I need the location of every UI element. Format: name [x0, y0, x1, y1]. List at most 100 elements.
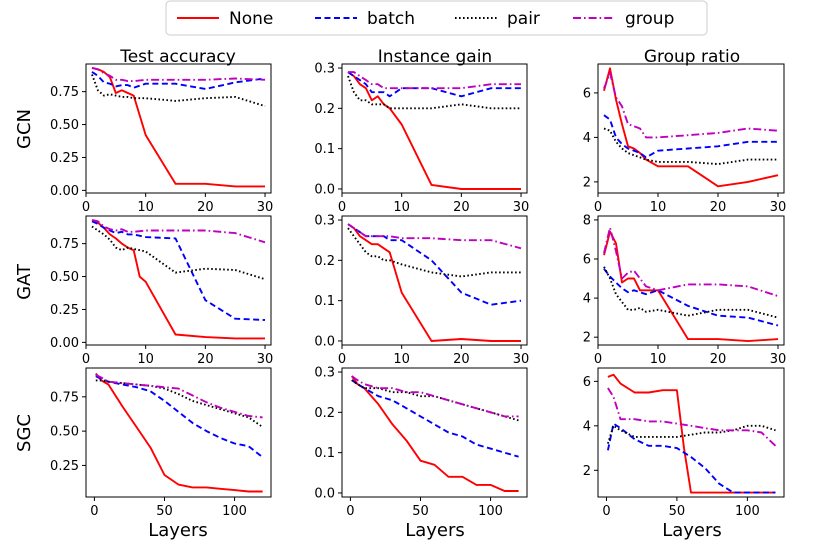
- series-line-batch: [603, 268, 779, 327]
- x-tick-label: 20: [453, 200, 470, 215]
- series-line-group: [351, 375, 519, 418]
- series-line-batch: [351, 379, 519, 458]
- xlabel-col-2: Layers: [405, 520, 465, 541]
- y-tick-label: 0.00: [50, 184, 79, 199]
- series-line-pair: [91, 74, 266, 108]
- y-tick-label: 0.50: [50, 270, 79, 285]
- axes-frame: [85, 367, 272, 498]
- x-tick-label: 0: [90, 504, 98, 519]
- panel-r1-c2: 0 10 20 30 2 4 6 8: [583, 213, 787, 367]
- y-tick-label: 0.50: [50, 425, 79, 440]
- x-tick-label: 0: [338, 200, 346, 215]
- series-line-batch: [91, 71, 266, 90]
- series-line-pair: [347, 75, 521, 110]
- x-tick-label: 20: [710, 352, 727, 367]
- axes-frame: [597, 63, 785, 194]
- series-line-pair: [347, 227, 521, 278]
- panel-r2-c2: 0 50 100 2 4 6: [583, 367, 785, 519]
- x-tick-label: 0: [82, 200, 90, 215]
- col-title-group-ratio: Group ratio: [644, 47, 740, 67]
- legend-label-pair: pair: [507, 9, 540, 29]
- axes-frame: [85, 215, 272, 346]
- panel-r2-c1: 0 50 100 0.0 0.1 0.2 0.3: [314, 366, 528, 519]
- series-line-None: [347, 223, 521, 342]
- x-tick-label: 30: [770, 200, 787, 215]
- legend: None batch pair group: [165, 0, 708, 36]
- y-tick-label: 0.50: [50, 118, 79, 133]
- y-tick-label: 0.25: [50, 151, 79, 166]
- y-tick-label: 0.1: [314, 142, 335, 157]
- y-tick-label: 0.3: [314, 366, 335, 381]
- x-tick-label: 20: [197, 352, 214, 367]
- x-tick-label: 20: [453, 352, 470, 367]
- x-tick-label: 30: [770, 352, 787, 367]
- series-line-None: [95, 372, 263, 493]
- series-line-None: [351, 375, 519, 492]
- x-tick-label: 0: [594, 200, 602, 215]
- panel-r0-c0: 0 10 20 30 0.00 0.25 0.50 0.75: [50, 63, 274, 215]
- panel-r0-c1: 0 10 20 30 0.0 0.1 0.2 0.3: [314, 62, 529, 215]
- axes-frame: [341, 63, 528, 194]
- x-tick-label: 0: [594, 352, 602, 367]
- x-tick-label: 30: [257, 352, 274, 367]
- legend-label-None: None: [229, 9, 273, 29]
- series-line-pair: [603, 127, 778, 166]
- y-tick-label: 0.3: [314, 62, 335, 77]
- legend-frame: [165, 0, 708, 36]
- series-line-group: [603, 226, 779, 298]
- y-tick-label: 0.1: [314, 294, 335, 309]
- y-tick-label: 0.0: [314, 182, 335, 197]
- series-line-group: [91, 66, 266, 83]
- series-line-None: [91, 66, 265, 188]
- x-tick-label: 50: [156, 504, 173, 519]
- series-line-None: [91, 220, 265, 340]
- legend-label-group: group: [625, 9, 674, 29]
- series-line-batch: [347, 223, 522, 306]
- x-tick-label: 10: [393, 200, 410, 215]
- y-tick-label: 2: [583, 175, 591, 190]
- y-tick-label: 4: [583, 419, 591, 434]
- x-tick-label: 100: [735, 504, 760, 519]
- series-line-pair: [351, 379, 519, 422]
- x-tick-label: 100: [478, 504, 503, 519]
- axes-frame: [341, 215, 528, 346]
- series-line-batch: [95, 375, 264, 458]
- col-title-test-accuracy: Test accuracy: [119, 47, 236, 67]
- series-line-pair: [91, 225, 266, 281]
- y-tick-label: 0.0: [314, 486, 335, 501]
- axes-frame: [597, 367, 785, 498]
- x-tick-label: 30: [257, 200, 274, 215]
- y-tick-label: 0.2: [314, 254, 335, 269]
- row-label-gat: GAT: [14, 263, 35, 300]
- series-line-group: [95, 374, 263, 419]
- y-tick-label: 6: [583, 253, 591, 268]
- panel-r2-c0: 0 50 100 0.25 0.50 0.75: [50, 367, 272, 519]
- y-tick-label: 6: [583, 375, 591, 390]
- series-line-batch: [606, 422, 776, 494]
- y-tick-label: 0.00: [50, 336, 79, 351]
- y-tick-label: 0.1: [314, 446, 335, 461]
- panel-r1-c0: 0 10 20 30 0.00 0.25 0.50 0.75: [50, 215, 274, 367]
- panel-r1-c1: 0 10 20 30 0.0 0.1 0.2 0.3: [314, 214, 529, 367]
- series-line-None: [603, 230, 779, 343]
- y-tick-label: 0.75: [50, 85, 79, 100]
- y-tick-label: 0.0: [314, 334, 335, 349]
- x-tick-label: 10: [137, 352, 154, 367]
- y-tick-label: 0.25: [50, 303, 79, 318]
- xlabel-col-3: Layers: [662, 520, 722, 541]
- x-tick-label: 100: [222, 504, 247, 519]
- series-line-pair: [603, 266, 779, 319]
- axes-frame: [85, 63, 272, 194]
- x-tick-label: 10: [393, 352, 410, 367]
- y-tick-label: 6: [583, 86, 591, 101]
- x-tick-label: 20: [710, 200, 727, 215]
- series-line-pair: [95, 379, 264, 428]
- series-line-group: [348, 71, 521, 90]
- series-line-group: [91, 218, 266, 244]
- x-tick-label: 0: [602, 504, 610, 519]
- series-line-pair: [606, 424, 776, 444]
- legend-label-batch: batch: [367, 9, 415, 29]
- x-tick-label: 10: [650, 200, 667, 215]
- series-line-group: [603, 71, 779, 139]
